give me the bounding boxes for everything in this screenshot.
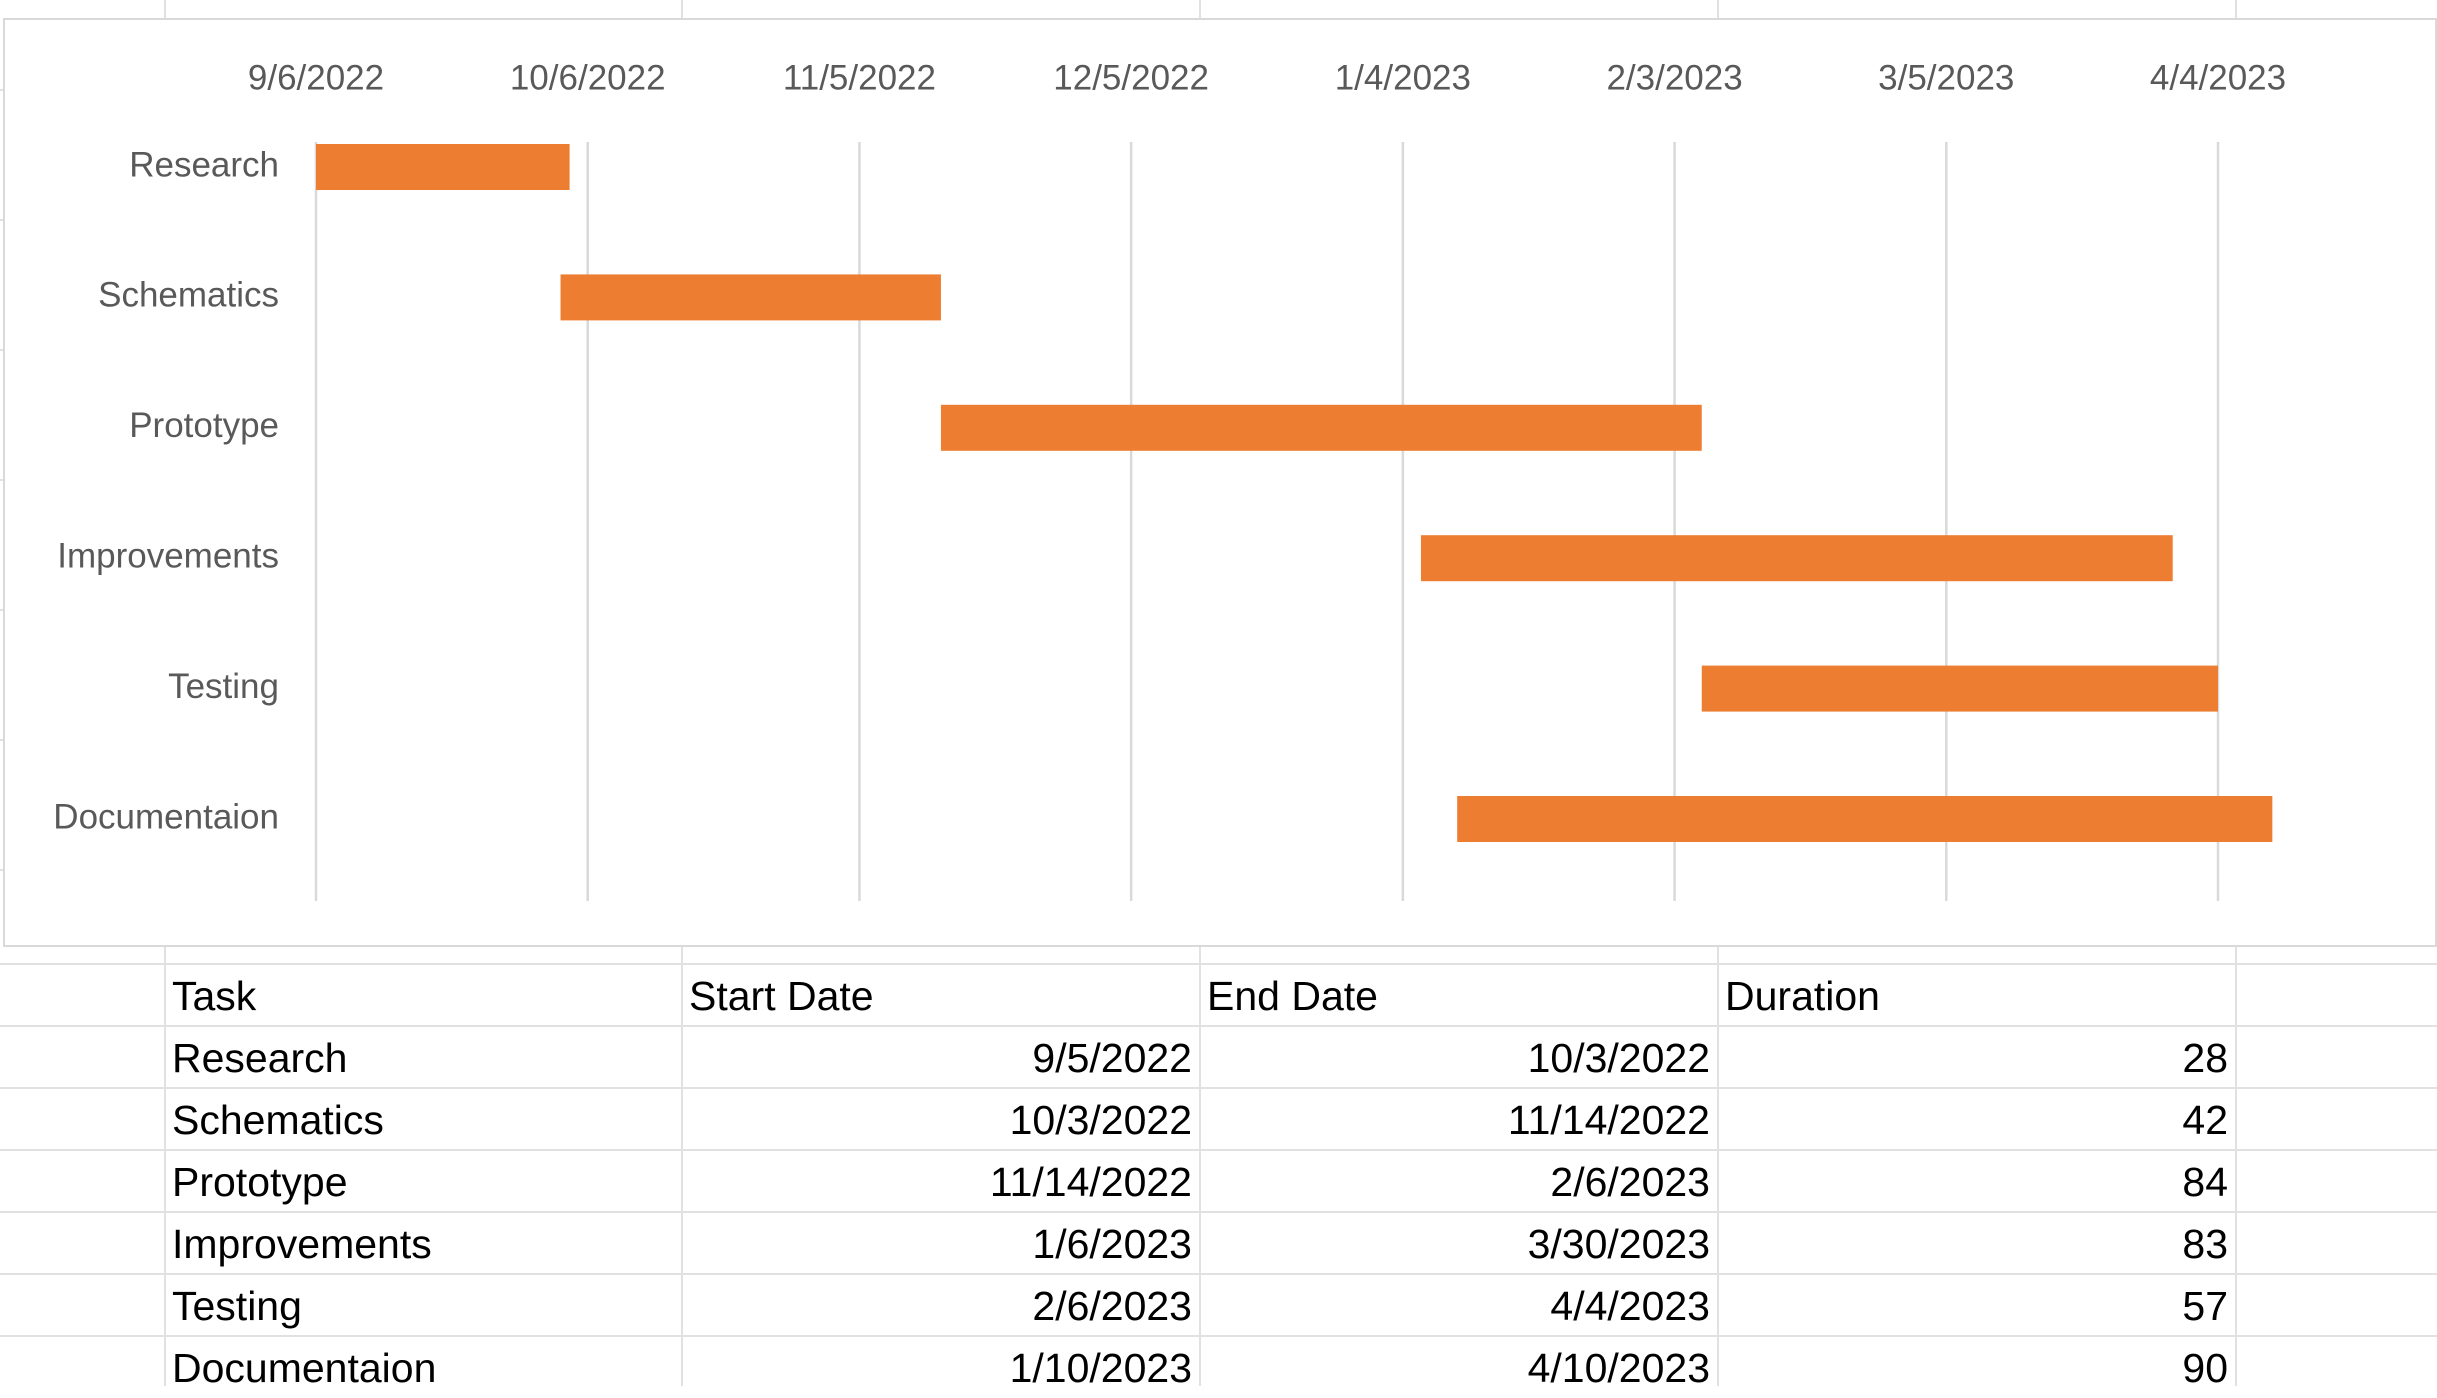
cell-task[interactable]: Research	[172, 1035, 348, 1081]
cell-end[interactable]: 11/14/2022	[1507, 1097, 1710, 1143]
task-label: Improvements	[57, 536, 279, 575]
task-label: Documentaion	[53, 797, 279, 836]
task-label: Schematics	[98, 276, 279, 315]
x-tick-label: 1/4/2023	[1335, 58, 1471, 97]
cell-task[interactable]: Documentaion	[172, 1345, 437, 1391]
x-tick-label: 4/4/2023	[2150, 58, 2286, 97]
task-bar[interactable]	[560, 274, 941, 321]
task-label: Testing	[168, 667, 279, 706]
task-bar[interactable]	[1420, 535, 2173, 582]
x-tick-label: 11/5/2022	[783, 58, 936, 97]
cell-end[interactable]: 4/4/2023	[1550, 1283, 1710, 1329]
cell-duration[interactable]: 83	[2182, 1221, 2228, 1267]
cell-end[interactable]: 3/30/2023	[1527, 1221, 1710, 1267]
cell-duration[interactable]: 90	[2182, 1345, 2228, 1391]
cell-task[interactable]: Prototype	[172, 1159, 348, 1205]
gantt-chart: 9/6/2022 10/6/2022 11/5/2022 12/5/2022 1/4/2…	[53, 58, 2286, 901]
cell-start[interactable]: 1/6/2023	[1032, 1221, 1192, 1267]
task-label: Research	[129, 145, 279, 184]
cell-duration[interactable]: 57	[2182, 1283, 2228, 1329]
cell-duration[interactable]: 84	[2182, 1159, 2228, 1205]
x-tick-label: 2/3/2023	[1606, 58, 1742, 97]
cell-start[interactable]: 1/10/2023	[1009, 1345, 1192, 1391]
task-label: Prototype	[129, 406, 279, 445]
cell-end[interactable]: 10/3/2022	[1527, 1035, 1710, 1081]
cell-duration[interactable]: 42	[2182, 1097, 2228, 1143]
cell-duration[interactable]: 28	[2182, 1035, 2228, 1081]
header-duration[interactable]: Duration	[1725, 973, 1880, 1019]
task-bar[interactable]	[1457, 796, 2273, 842]
x-tick-label: 12/5/2022	[1053, 58, 1209, 97]
cell-task[interactable]: Testing	[172, 1283, 302, 1329]
cell-start[interactable]: 11/14/2022	[989, 1159, 1192, 1205]
cell-start[interactable]: 2/6/2023	[1032, 1283, 1192, 1329]
header-task[interactable]: Task	[172, 973, 257, 1019]
cell-end[interactable]: 2/6/2023	[1550, 1159, 1710, 1205]
header-end-date[interactable]: End Date	[1207, 973, 1378, 1019]
cell-start[interactable]: 9/5/2022	[1032, 1035, 1192, 1081]
cell-task[interactable]: Schematics	[172, 1097, 384, 1143]
cell-start[interactable]: 10/3/2022	[1009, 1097, 1192, 1143]
x-tick-label: 10/6/2022	[510, 58, 666, 97]
task-bar[interactable]	[1701, 665, 2218, 712]
x-tick-label: 3/5/2023	[1878, 58, 2014, 97]
header-start-date[interactable]: Start Date	[689, 973, 874, 1019]
chart-area[interactable]: 9/6/2022 10/6/2022 11/5/2022 12/5/2022 1/4/2…	[3, 18, 2437, 947]
x-tick-label: 9/6/2022	[248, 58, 384, 97]
cell-end[interactable]: 4/10/2023	[1527, 1345, 1710, 1391]
cell-task[interactable]: Improvements	[172, 1221, 432, 1267]
task-bar[interactable]	[940, 404, 1702, 451]
task-bar[interactable]	[316, 144, 570, 190]
